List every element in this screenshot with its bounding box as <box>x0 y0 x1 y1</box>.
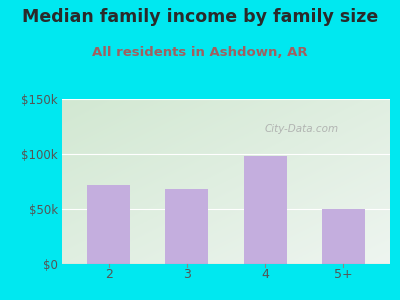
Text: Median family income by family size: Median family income by family size <box>22 8 378 26</box>
Bar <box>87 185 130 264</box>
Bar <box>166 189 208 264</box>
Text: All residents in Ashdown, AR: All residents in Ashdown, AR <box>92 46 308 59</box>
Bar <box>322 209 365 264</box>
Text: City-Data.com: City-Data.com <box>264 124 338 134</box>
Bar <box>244 156 286 264</box>
